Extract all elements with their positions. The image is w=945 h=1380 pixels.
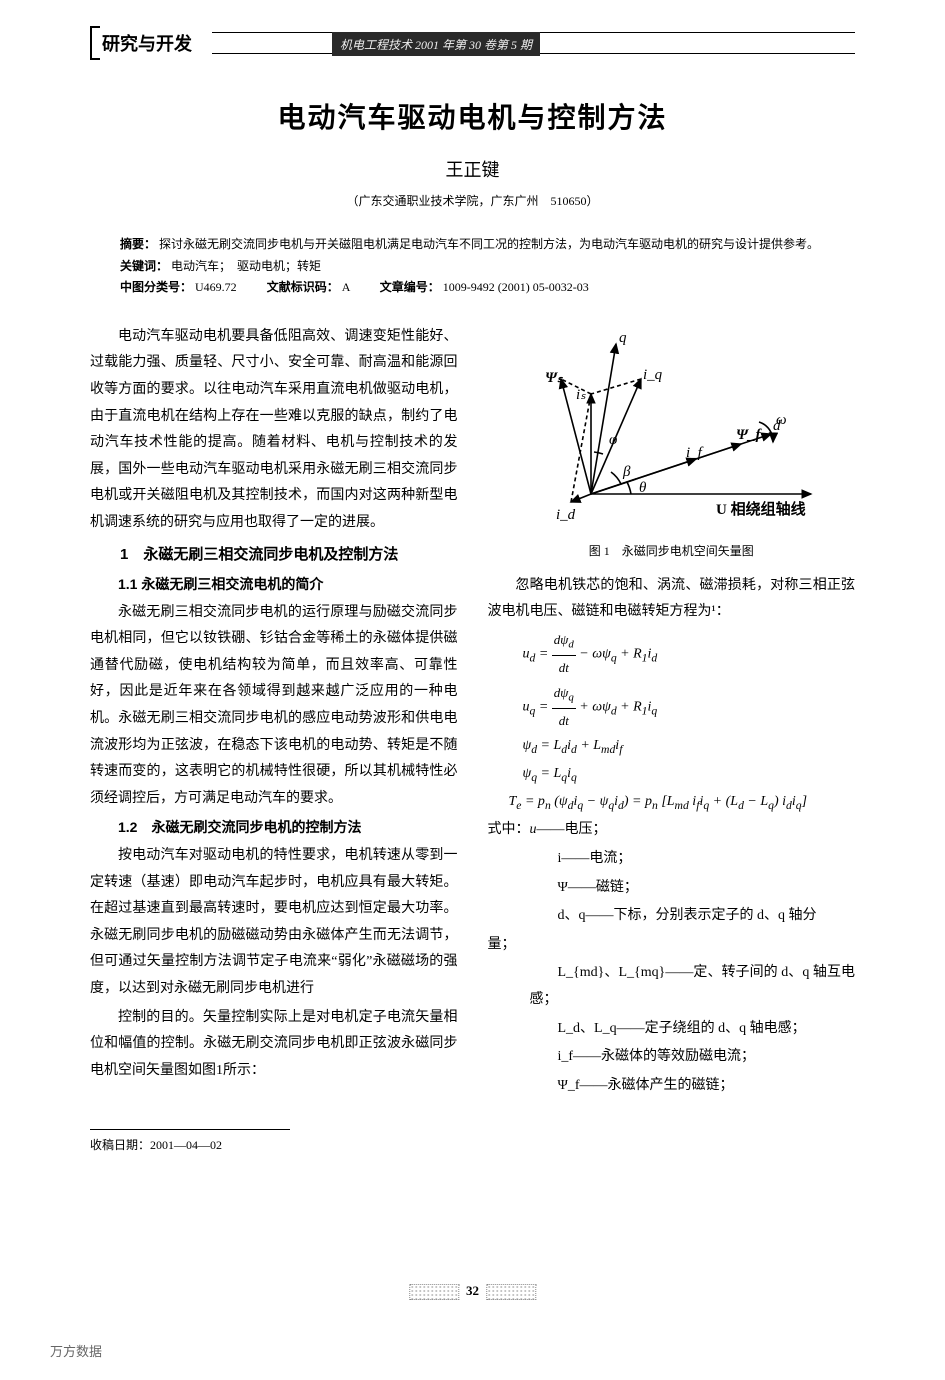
artno: 1009-9492 (2001) 05-0032-03: [443, 280, 589, 294]
keywords-label: 关键词：: [120, 259, 168, 273]
wanfang-watermark: 万方数据: [50, 1341, 102, 1360]
figure-1: q d Ψₛ iₛ i_q i_d i_f Ψ_f φ β θ ω U 相绕组轴…: [488, 324, 856, 563]
author: 王正键: [90, 156, 855, 182]
header-strip: 机电工程技术 2001 年第 30 卷第 5 期: [212, 32, 855, 54]
page-ornament-right: [486, 1284, 536, 1300]
subsection-heading: 1.2 永磁无刷交流同步电机的控制方法: [90, 814, 458, 841]
vector-diagram-svg: q d Ψₛ iₛ i_q i_d i_f Ψ_f φ β θ ω U 相绕组轴…: [521, 324, 821, 534]
journal-info: 机电工程技术 2001 年第 30 卷第 5 期: [332, 32, 540, 56]
received-date: 收稿日期：2001—04—02: [90, 1136, 855, 1153]
clc: U469.72: [195, 280, 237, 294]
equation-3: ψd = Ldid + Lmdif: [523, 733, 856, 761]
definition: d、q——下标，分别表示定子的 d、q 轴分: [530, 903, 856, 930]
paragraph: 电动汽车驱动电机要具备低阻高效、调速变矩性能好、过载能力强、质量轻、尺寸小、安全…: [90, 324, 458, 537]
equation-1: ud = dψddt − ωψq + R1id: [523, 628, 856, 681]
iq-label: i_q: [643, 367, 663, 383]
axis-q-label: q: [619, 330, 627, 346]
body-columns: 电动汽车驱动电机要具备低阻高效、调速变矩性能好、过载能力强、质量轻、尺寸小、安全…: [90, 324, 855, 1100]
if-label: i_f: [686, 445, 704, 461]
psif-label: Ψ_f: [736, 427, 762, 443]
beta-label: β: [622, 464, 631, 480]
is-label: iₛ: [576, 387, 586, 403]
keywords: 电动汽车； 驱动电机；转矩: [171, 259, 321, 273]
equation-4: ψq = Lqiq: [523, 761, 856, 789]
paragraph: 按电动汽车对驱动电机的特性要求，电机转速从零到一定转速（基速）即电动汽车起步时，…: [90, 843, 458, 1003]
paragraph: 忽略电机铁芯的饱和、涡流、磁滞损耗，对称三相正弦波电机电压、磁链和电磁转矩方程为…: [488, 573, 856, 626]
footnote-rule: [90, 1129, 290, 1130]
page-header: 研究与开发 机电工程技术 2001 年第 30 卷第 5 期: [90, 30, 855, 56]
definition: L_{md}、L_{mq}——定、转子间的 d、q 轴互电感；: [530, 960, 856, 1013]
phi-label: φ: [609, 432, 617, 448]
where-label: 式中：u——电压；: [488, 817, 856, 844]
page-ornament-left: [409, 1284, 459, 1300]
figure-1-caption: 图 1 永磁同步电机空间矢量图: [488, 540, 856, 563]
abstract-text: 探讨永磁无刷交流同步电机与开关磁阻电机满足电动汽车不同工况的控制方法，为电动汽车…: [159, 237, 819, 251]
definition: L_d、L_q——定子绕组的 d、q 轴电感；: [530, 1016, 856, 1043]
definition: 量；: [488, 932, 856, 959]
clc-label: 中图分类号：: [120, 280, 192, 294]
definition: Ψ_f——永磁体产生的磁链；: [530, 1073, 856, 1100]
artno-label: 文章编号：: [380, 280, 440, 294]
abstract-block: 摘要： 探讨永磁无刷交流同步电机与开关磁阻电机满足电动汽车不同工况的控制方法，为…: [120, 234, 825, 299]
subsection-heading: 1.1 永磁无刷三相交流电机的简介: [90, 571, 458, 598]
definition: i_f——永磁体的等效励磁电流；: [530, 1044, 856, 1071]
abstract-label: 摘要：: [120, 237, 156, 251]
equation-2: uq = dψqdt + ωψd + R1iq: [523, 681, 856, 734]
definition: Ψ——磁链；: [530, 875, 856, 902]
section-label: 研究与开发: [90, 30, 192, 56]
psi-s-label: Ψₛ: [545, 370, 564, 386]
omega-label: ω: [776, 412, 787, 428]
id-label: i_d: [556, 507, 576, 523]
affiliation: （广东交通职业技术学院，广东广州 510650）: [90, 192, 855, 209]
section-heading: 1 永磁无刷三相交流同步电机及控制方法: [90, 541, 458, 570]
page-number: 32: [405, 1283, 541, 1300]
definition: i——电流；: [530, 846, 856, 873]
u-axis-label: U 相绕组轴线: [716, 500, 806, 518]
paragraph: 控制的目的。矢量控制实际上是对电机定子电流矢量相位和幅值的控制。永磁无刷交流同步…: [90, 1005, 458, 1085]
equation-5: Te = pn (ψdiq − ψqid) = pn [Lmd ifiq + (…: [509, 789, 856, 817]
docid: A: [342, 280, 350, 294]
article-title: 电动汽车驱动电机与控制方法: [90, 96, 855, 136]
theta-label: θ: [639, 480, 647, 496]
docid-label: 文献标识码：: [267, 280, 339, 294]
paragraph: 永磁无刷三相交流同步电机的运行原理与励磁交流同步电机相同，但它以钕铁硼、钐钴合金…: [90, 600, 458, 813]
